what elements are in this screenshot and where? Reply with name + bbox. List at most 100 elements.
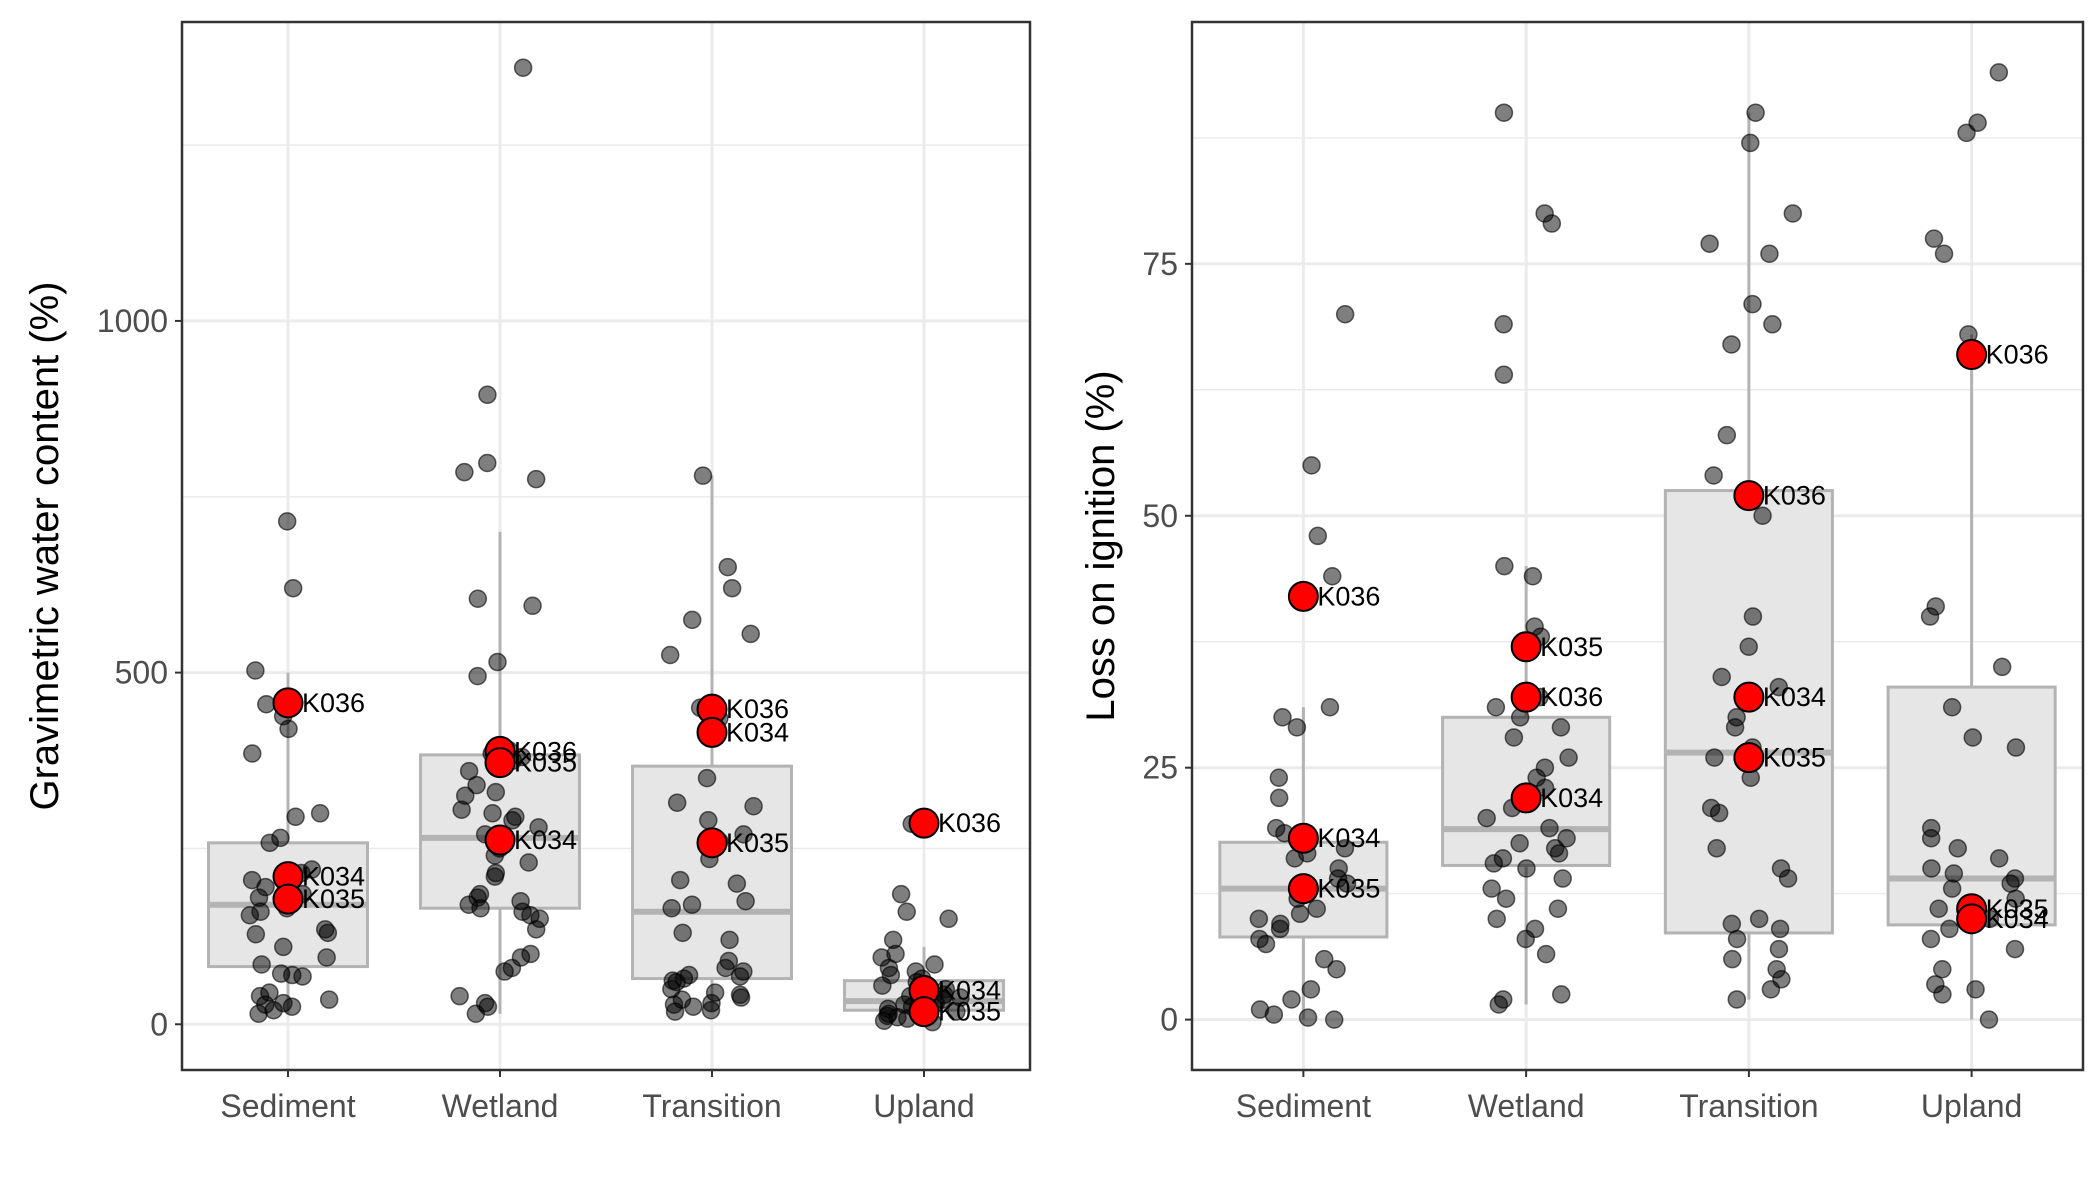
data-point [274, 937, 293, 957]
highlight-label-k034: K034 [1763, 682, 1826, 712]
data-point [1323, 566, 1342, 586]
data-point [1298, 1008, 1318, 1027]
data-point [1712, 667, 1731, 687]
data-point [523, 596, 542, 616]
data-point [1942, 697, 1962, 717]
highlight-label-k035: K035 [514, 748, 577, 778]
data-point [1783, 204, 1803, 223]
data-point [682, 610, 702, 630]
data-point [1273, 708, 1292, 727]
data-point [1942, 879, 1962, 898]
data-point [1924, 229, 1944, 248]
data-point [252, 955, 271, 974]
y-tick-label: 500 [115, 655, 168, 691]
data-point [1966, 980, 1985, 999]
data-point [744, 796, 763, 816]
highlight-label-k036: K036 [1763, 481, 1826, 511]
data-point [1290, 904, 1310, 924]
data-point [1496, 889, 1516, 908]
data-point [1269, 768, 1289, 788]
highlight-label-k034: K034 [1317, 823, 1380, 853]
highlight-point-k035 [696, 827, 728, 859]
highlight-point-k035 [272, 883, 304, 915]
data-point [731, 988, 751, 1007]
data-point [1743, 607, 1763, 626]
highlight-point-k036 [1956, 339, 1988, 371]
data-point [1542, 214, 1562, 233]
highlight-label-k036: K036 [302, 688, 365, 718]
highlight-label-k035: K035 [1317, 874, 1380, 904]
highlight-point-k035 [484, 747, 516, 779]
highlight-label-k036: K036 [938, 808, 1001, 838]
data-point [730, 967, 750, 986]
data-point [1320, 697, 1340, 717]
data-point [1739, 637, 1758, 657]
highlight-label-k035: K035 [1540, 632, 1603, 662]
data-point [1269, 788, 1289, 808]
data-point [1551, 718, 1571, 737]
highlight-point-k036 [1510, 681, 1542, 713]
highlight-point-k036 [1287, 580, 1319, 612]
highlight-label-k034: K034 [514, 825, 577, 855]
y-axis-title: Gravimetric water content (%) [23, 281, 67, 810]
data-point [874, 1011, 894, 1031]
data-point [2006, 738, 2026, 757]
data-point [722, 578, 742, 598]
highlight-label-k036: K036 [726, 694, 789, 724]
data-point [1933, 959, 1952, 979]
data-point [716, 958, 735, 978]
data-point [701, 1000, 721, 1020]
data-point [1256, 934, 1276, 954]
data-point [1335, 839, 1355, 858]
data-point [260, 833, 279, 853]
highlight-point-k034 [1510, 782, 1542, 814]
data-point [693, 466, 713, 485]
data-point [891, 884, 911, 904]
data-point [483, 804, 502, 823]
y-tick-label: 75 [1142, 246, 1178, 282]
data-point [939, 909, 958, 929]
data-point [1504, 728, 1524, 747]
data-point [459, 761, 479, 781]
data-point [468, 589, 488, 609]
highlight-label-k034: K034 [938, 976, 1001, 1006]
panel-border [180, 20, 1032, 1072]
data-point [1933, 985, 1952, 1004]
highlight-point-k035 [908, 996, 940, 1028]
x-tick-label-sediment: Sediment [1236, 1088, 1371, 1124]
data-point [1709, 803, 1729, 823]
panel-loss-on-ignition: 0 25 50 75 Sediment Wetland Transition Upland K0… [1079, 20, 2085, 1124]
data-point [1741, 133, 1760, 153]
data-point [1516, 929, 1535, 949]
data-point [1287, 718, 1307, 737]
data-point [529, 818, 548, 837]
data-point [873, 976, 892, 995]
data-point [519, 853, 538, 872]
data-point [1494, 365, 1514, 384]
data-point [1494, 103, 1514, 122]
data-point [1992, 657, 2012, 677]
data-point [1302, 456, 1321, 475]
data-point [1337, 874, 1357, 893]
data-point [1920, 607, 1940, 626]
data-point [1753, 506, 1772, 526]
data-point [1921, 929, 1941, 949]
data-point [485, 867, 505, 886]
highlight-point-k036 [1733, 480, 1765, 512]
panel-border [1190, 20, 2085, 1072]
data-point [310, 804, 330, 823]
y-tick-label: 25 [1142, 750, 1178, 786]
panel-gravimetric-water-content: 0 500 1000 Sediment Wetland Transition Upland K… [23, 20, 1032, 1124]
data-point [1944, 864, 1964, 883]
data-point [282, 997, 302, 1016]
data-point [526, 920, 546, 939]
data-point [1301, 980, 1321, 999]
data-point [1705, 748, 1724, 767]
data-point [488, 652, 507, 672]
data-point [718, 557, 738, 577]
data-point [1763, 315, 1782, 334]
data-point [513, 58, 533, 77]
data-point [1957, 123, 1976, 143]
data-point [1557, 828, 1576, 848]
data-point [466, 1004, 486, 1023]
